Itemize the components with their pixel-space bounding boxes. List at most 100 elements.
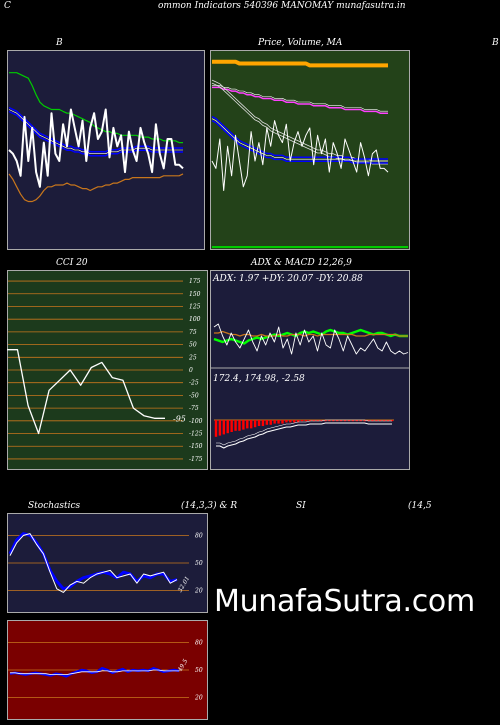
ma-mid-line [212,86,388,114]
macd-histogram-bar [312,420,315,422]
macd-histogram-bar [289,420,292,423]
cci-tick-label: 150 [189,291,201,298]
macd-histogram-bar [253,420,257,428]
adx-background [210,270,410,470]
cci-tick-label: 125 [189,303,201,310]
macd-histogram-bar [277,420,280,424]
macd-histogram-bar [273,420,276,424]
ma-blue-line-lower [211,120,388,164]
macd-histogram-bar [320,420,323,422]
header-c: C [4,1,11,11]
cci-tick-label: -125 [189,431,203,438]
macd-histogram-bar [316,420,319,422]
rsi-line [9,666,180,678]
macd-histogram-bar [332,420,335,422]
macd-histogram-bar [238,420,241,431]
macd-histogram-bar [347,420,351,422]
price-ma-background [210,50,410,250]
macd-histogram-bar [390,420,394,422]
page-title: ommon Indicators 540396 MANOMAY munafasu… [158,1,406,11]
bb-lower-line [8,173,184,203]
macd-histogram-bar [367,420,370,422]
macd-histogram-bar [359,420,362,422]
stoch-title: Stochastics [28,501,81,511]
macd-histogram-bar [261,420,265,426]
pma-title: Price, Volume, MA [258,38,343,48]
stoch-tick-label: 50 [195,560,203,567]
cci-tick-label: 75 [189,329,197,336]
macd-readout: 172.4, 174.98, -2.58 [213,374,305,384]
adx-title: ADX & MACD 12,26,9 [251,258,352,268]
bb-title: B [56,38,63,48]
cci-title: CCI 20 [56,258,88,268]
macd-histogram-bar [234,420,237,431]
cci-tick-label: -100 [189,418,203,425]
adx-readout: ADX: 1.97 +DY: 20.07 -DY: 20.88 [213,274,363,284]
macd-histogram-bar [371,420,374,422]
macd-histogram-bar [382,420,386,422]
right-edge-letter: B [492,38,499,48]
cci-chart: 175 150 125 100 75 50 25 0 -25 -50 -75 -100 -125 -150… [7,270,208,470]
macd-histogram-bar [379,420,382,422]
macd-histogram-bar [300,420,304,422]
macd-histogram-bar [246,420,249,429]
macd-histogram-bar [304,420,308,422]
rsi-tick-label: 80 [195,639,203,646]
macd-histogram-bar [265,420,269,425]
watermark: MunafaSutra.com [214,584,475,619]
cci-tick-label: -175 [189,456,203,463]
cci-tick-label: 0 [189,367,193,374]
macd-histogram-bar [214,420,218,437]
adx-plus_di-line [213,328,408,345]
stoch-d-line [9,533,178,593]
macd-histogram-bar [281,420,284,424]
macd-histogram-bar [230,420,233,432]
macd-histogram-bar [386,420,390,422]
macd-histogram-bar [355,420,358,422]
cci-tick-label: -25 [189,380,199,387]
stoch-k-line [8,532,178,591]
macd-histogram-bar [339,420,343,422]
macd-histogram-bar [324,420,327,422]
bb-price-line [8,108,184,188]
cci-tick-label: -75 [189,405,199,412]
macd-signal-line [216,419,392,446]
rsi_signal-line [10,669,179,675]
macd-histogram-bar [222,420,226,435]
macd-histogram-bar [218,420,222,436]
cci-tick-label: 25 [188,354,197,361]
macd-histogram-bar [328,420,331,422]
pma-price-line [211,120,389,191]
macd-histogram-bar [293,420,296,423]
macd-histogram-bar [257,420,261,426]
adx-macd-chart [210,270,410,470]
macd-histogram-bar [351,420,355,422]
macd-line [216,422,392,449]
ma-long-line [212,59,388,68]
macd-histogram-bar [285,420,288,423]
bollinger-chart [7,50,205,250]
macd-histogram-bar [308,420,312,422]
cci-line [7,349,165,435]
rsi-params: (14,5 [408,501,432,511]
macd-histogram-bar [226,420,229,434]
macd-histogram-bar [375,420,378,422]
macd-histogram-bar [250,420,253,429]
ma-mid-line-shadow [212,85,388,112]
cci-tick-label: 175 [189,278,201,285]
macd-histogram-bar [343,420,347,422]
cci-last-value: -95 [173,414,186,423]
adx-adx-line [213,323,409,355]
cci-tick-label: 50 [189,342,197,349]
macd-histogram-bar [363,420,366,422]
cci-tick-label: -150 [189,443,203,450]
rsi-tick-label: 50 [195,667,203,674]
macd-histogram-bar [242,420,245,430]
cci-tick-label: -50 [189,392,199,399]
ma-short-line-2 [211,82,388,165]
rsi-title: SI [296,501,306,511]
stoch-tick-label: 20 [194,588,203,595]
macd-histogram-bar [336,420,339,422]
